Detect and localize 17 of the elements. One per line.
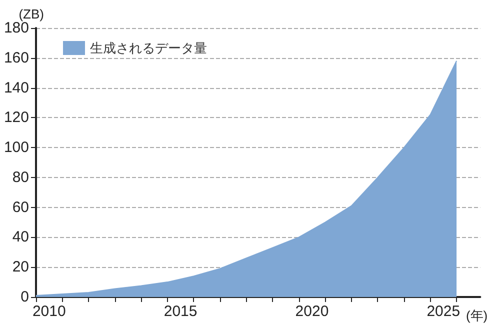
- x-tick-label: 2015: [164, 303, 198, 320]
- x-tick-label: 2020: [295, 303, 329, 320]
- y-tick-label: 120: [4, 109, 29, 126]
- x-tick-label: 2025: [426, 303, 460, 320]
- y-tick-label: 80: [12, 168, 29, 186]
- y-axis-title: (ZB): [18, 6, 44, 22]
- legend-label: 生成されるデータ量: [90, 40, 207, 56]
- y-tick-label: 140: [4, 79, 29, 96]
- y-tick-label: 60: [12, 198, 29, 216]
- y-tick-label: 180: [4, 20, 29, 36]
- y-tick-label: 40: [12, 228, 29, 246]
- y-tick-label: 100: [4, 139, 29, 156]
- x-tick-label: 2010: [32, 303, 66, 320]
- y-tick-label: 20: [12, 258, 29, 276]
- x-axis-title: (年): [466, 308, 488, 323]
- y-tick-label: 0: [20, 288, 29, 306]
- y-tick-label: 160: [4, 49, 29, 66]
